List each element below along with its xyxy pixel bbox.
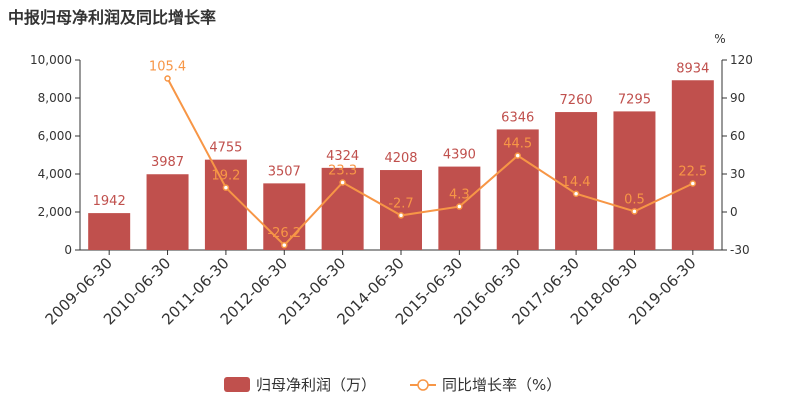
bar	[671, 80, 714, 250]
left-tick-label: 8,000	[38, 91, 72, 105]
bar-value-label: 7260	[560, 93, 593, 108]
legend: 归母净利润（万） 同比增长率（%）	[224, 376, 561, 394]
right-axis-unit: %	[714, 32, 725, 46]
right-tick-label: 60	[730, 129, 745, 143]
right-tick-label: 90	[730, 91, 745, 105]
bar	[204, 159, 247, 250]
growth-point	[339, 179, 346, 186]
legend-line-label: 同比增长率（%）	[442, 376, 561, 394]
growth-point	[689, 180, 697, 187]
bar	[146, 174, 189, 250]
bar-value-label: 6346	[501, 110, 534, 125]
growth-value-label: 19.2	[211, 169, 240, 184]
right-tick-label: -30	[730, 243, 750, 257]
growth-value-label: 105.4	[149, 59, 186, 74]
legend-bar-label: 归母净利润（万）	[256, 376, 376, 394]
growth-point	[631, 208, 638, 215]
bar-value-label: 3507	[268, 164, 301, 179]
left-tick-label: 0	[64, 243, 72, 257]
data-labels-layer: 1942 3987 4755 3507 4324 4208 4390 6346 7260 7295…	[93, 59, 710, 241]
left-tick-label: 2,000	[38, 205, 72, 219]
growth-value-label: 22.5	[678, 165, 707, 180]
growth-value-label: 44.5	[503, 137, 532, 152]
legend-bar-swatch	[224, 377, 250, 392]
growth-point	[572, 190, 580, 198]
left-tick-label: 6,000	[38, 129, 72, 143]
growth-point	[397, 212, 405, 219]
bar	[88, 213, 131, 250]
growth-value-label: 0.5	[624, 192, 645, 207]
growth-point	[164, 75, 171, 82]
bar	[263, 183, 306, 250]
bar-value-label: 4324	[326, 149, 359, 164]
growth-value-label: -26.2	[267, 226, 301, 241]
bar	[496, 129, 539, 250]
growth-value-label: 4.3	[449, 188, 470, 203]
growth-point	[456, 203, 463, 210]
left-tick-label: 4,000	[38, 167, 72, 181]
bar-value-label: 1942	[93, 194, 126, 209]
bar	[555, 112, 598, 250]
bar-value-label: 8934	[676, 61, 709, 76]
growth-value-label: -2.7	[388, 196, 413, 211]
bar-value-label: 4755	[209, 141, 242, 156]
bar-value-label: 7295	[618, 92, 651, 107]
growth-value-label: 14.4	[562, 175, 591, 190]
legend-line-marker	[417, 379, 429, 391]
bar-value-label: 4208	[384, 151, 417, 166]
bar	[380, 170, 422, 250]
right-tick-label: 0	[730, 205, 738, 219]
growth-line	[166, 78, 694, 247]
growth-point	[281, 241, 288, 249]
left-tick-label: 10,000	[30, 53, 72, 67]
bar	[613, 111, 656, 251]
growth-value-label: 23.3	[328, 163, 357, 178]
bar-value-label: 4390	[443, 148, 476, 163]
right-tick-label: 120	[730, 53, 753, 67]
growth-point	[514, 152, 521, 159]
line-layer	[164, 75, 697, 249]
bars-layer	[88, 80, 714, 251]
growth-point	[222, 184, 230, 191]
bar-value-label: 3987	[151, 155, 184, 170]
chart-title: 中报归母净利润及同比增长率	[8, 8, 217, 27]
right-tick-label: 30	[730, 167, 745, 181]
